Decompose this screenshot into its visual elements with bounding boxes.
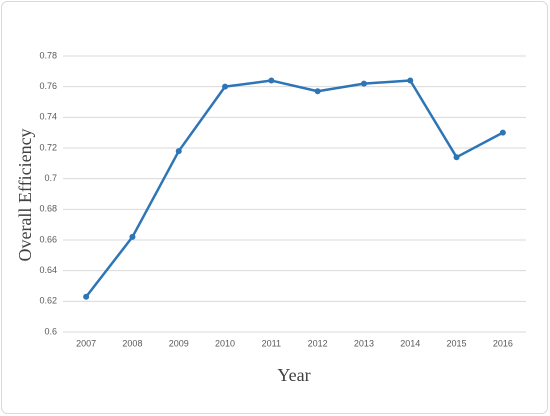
y-tick-label: 0.62 xyxy=(39,296,57,306)
x-tick-label: 2008 xyxy=(122,338,142,348)
y-tick-label: 0.78 xyxy=(39,50,57,60)
x-tick-label: 2015 xyxy=(447,338,467,348)
x-tick-label: 2014 xyxy=(400,338,420,348)
x-tick-label: 2012 xyxy=(308,338,328,348)
x-tick-label: 2010 xyxy=(215,338,235,348)
point xyxy=(268,77,275,84)
x-tick-label: 2013 xyxy=(354,338,374,348)
x-tick-label: 2016 xyxy=(493,338,513,348)
point xyxy=(83,293,90,300)
y-axis-title: Overall Efficiency xyxy=(15,128,35,261)
point xyxy=(175,148,182,155)
point xyxy=(407,77,414,84)
y-tick-label: 0.7 xyxy=(44,173,57,183)
x-axis-title: Year xyxy=(277,365,310,385)
point xyxy=(222,83,229,90)
y-tick-label: 0.6 xyxy=(44,326,57,336)
point xyxy=(453,154,460,161)
y-tick-label: 0.74 xyxy=(39,112,57,122)
y-tick-label: 0.76 xyxy=(39,81,57,91)
y-tick-label: 0.66 xyxy=(39,234,57,244)
y-tick-label: 0.72 xyxy=(39,142,57,152)
x-tick-label: 2007 xyxy=(76,338,96,348)
y-tick-label: 0.64 xyxy=(39,265,57,275)
point xyxy=(499,129,506,136)
line xyxy=(85,79,504,298)
point xyxy=(314,88,321,95)
x-tick-label: 2009 xyxy=(169,338,189,348)
point xyxy=(129,233,136,240)
y-tick-label: 0.68 xyxy=(39,204,57,214)
x-tick-label: 2011 xyxy=(262,338,281,348)
point xyxy=(360,80,367,87)
